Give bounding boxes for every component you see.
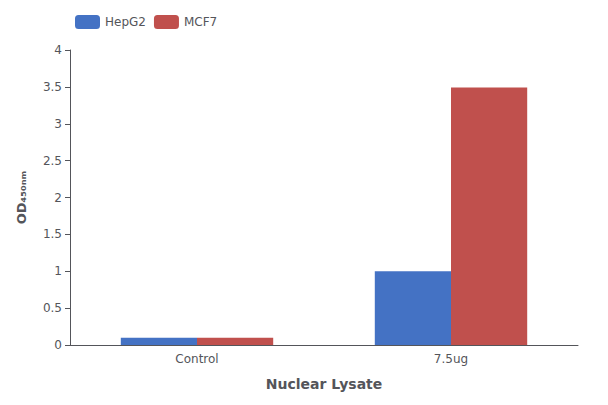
svg-text:3: 3 — [54, 117, 62, 131]
svg-text:Nuclear Lysate: Nuclear Lysate — [266, 376, 383, 392]
svg-text:1: 1 — [54, 264, 62, 278]
svg-text:MCF7: MCF7 — [184, 15, 217, 29]
svg-text:2.5: 2.5 — [43, 154, 62, 168]
svg-text:7.5ug: 7.5ug — [434, 352, 468, 366]
svg-text:2: 2 — [54, 191, 62, 205]
svg-text:4: 4 — [54, 43, 62, 57]
svg-text:OD₄₅₀ₙₘ: OD₄₅₀ₙₘ — [14, 171, 29, 224]
svg-text:0: 0 — [54, 338, 62, 352]
svg-text:3.5: 3.5 — [43, 80, 62, 94]
svg-text:HepG2: HepG2 — [105, 15, 146, 29]
svg-text:0.5: 0.5 — [43, 301, 62, 315]
svg-text:1.5: 1.5 — [43, 227, 62, 241]
svg-text:Control: Control — [175, 352, 218, 366]
